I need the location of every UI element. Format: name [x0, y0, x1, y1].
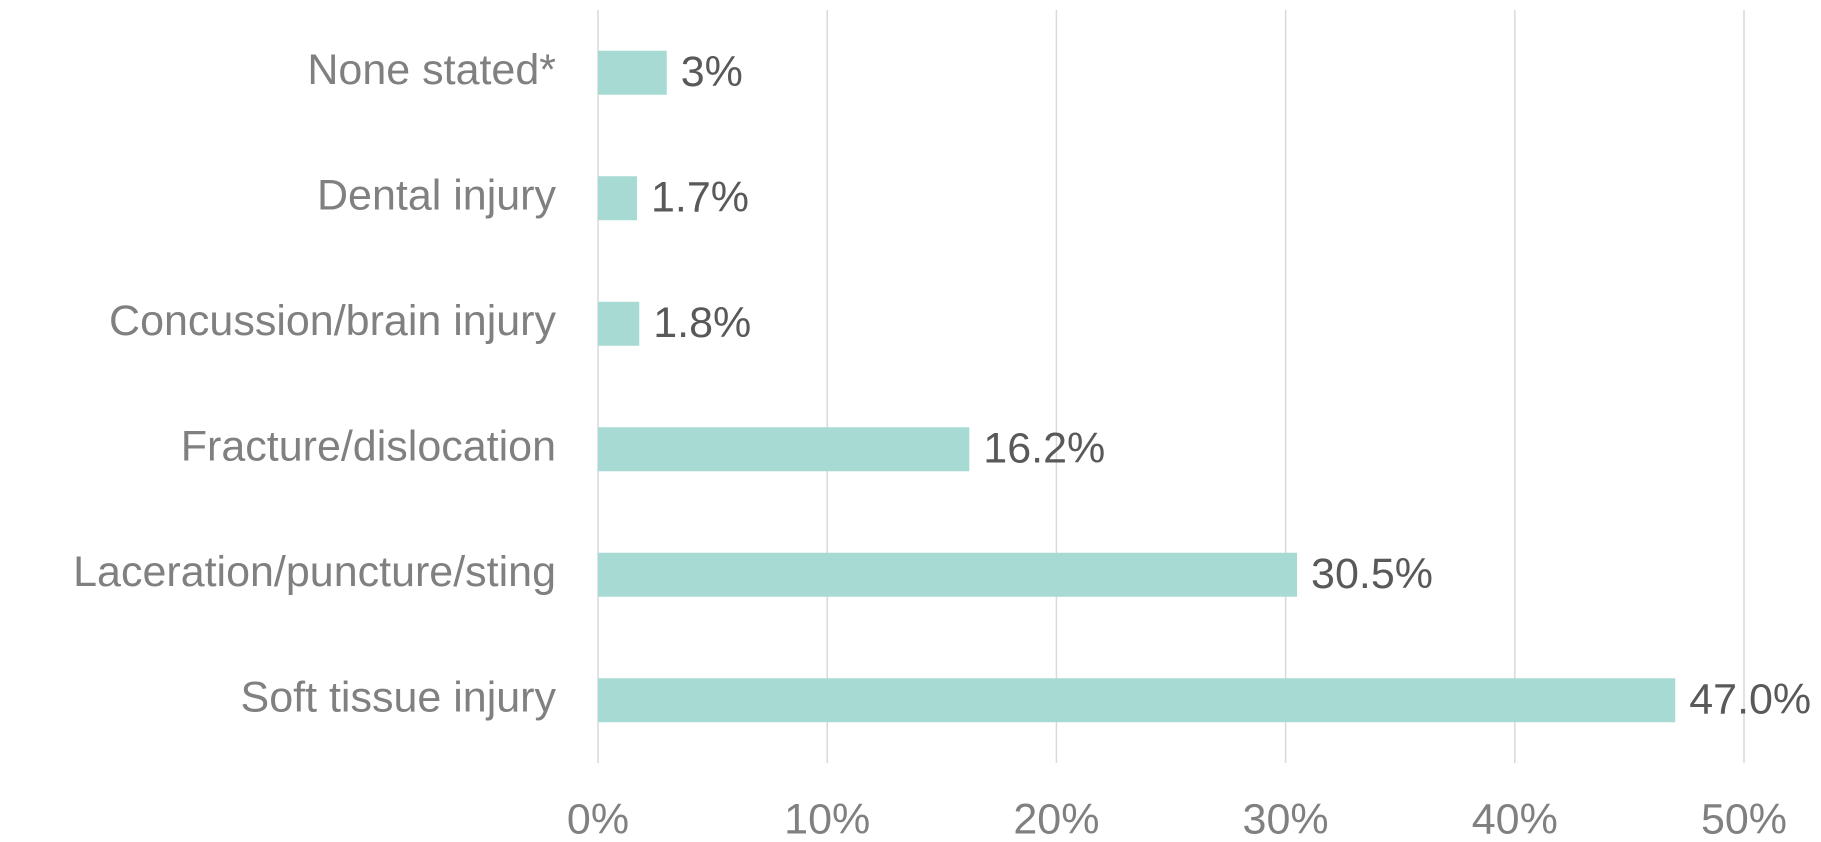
data-label: 16.2% — [983, 425, 1105, 473]
bar — [598, 552, 1298, 597]
data-label: 3% — [681, 48, 743, 96]
data-label: 30.5% — [1311, 550, 1433, 598]
bar — [598, 301, 640, 346]
x-tick-label: 0% — [567, 795, 629, 842]
bar — [598, 427, 970, 472]
x-tick-label: 10% — [784, 795, 870, 842]
data-label: 47.0% — [1689, 676, 1811, 724]
category-label: None stated* — [307, 46, 556, 94]
category-label: Concussion/brain injury — [109, 297, 556, 345]
bar — [598, 678, 1676, 723]
category-label: Soft tissue injury — [241, 674, 557, 722]
category-label: Dental injury — [317, 172, 556, 220]
x-tick-label: 50% — [1701, 795, 1787, 842]
data-label: 1.7% — [651, 174, 749, 222]
category-label: Fracture/dislocation — [181, 423, 556, 471]
bar — [598, 176, 637, 221]
x-tick-label: 40% — [1472, 795, 1558, 842]
x-tick-label: 30% — [1243, 795, 1329, 842]
data-label: 1.8% — [653, 299, 751, 347]
x-tick-label: 20% — [1013, 795, 1099, 842]
category-label: Laceration/puncture/sting — [73, 548, 556, 596]
bar — [598, 50, 667, 95]
